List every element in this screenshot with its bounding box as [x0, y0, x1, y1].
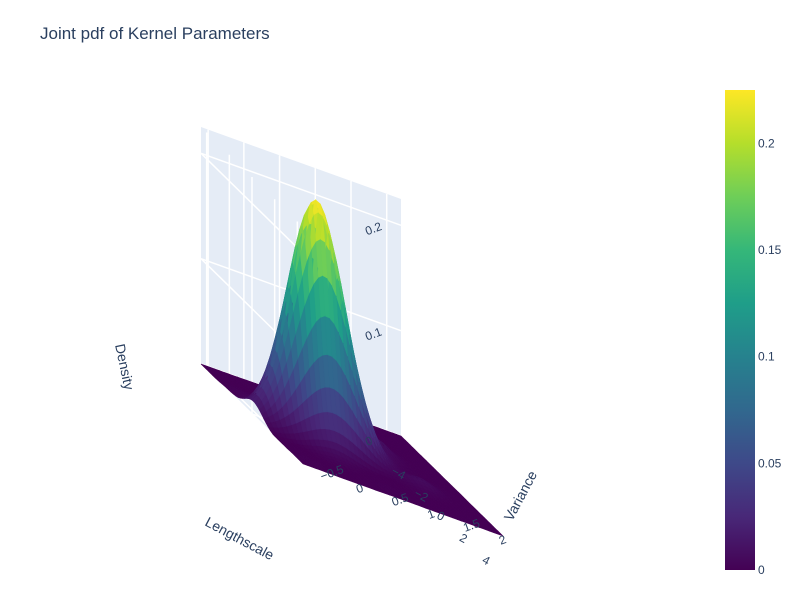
- colorbar-ticks: 0 0.05 0.1 0.15 0.2: [758, 136, 782, 577]
- surface-plot[interactable]: −4−2024−0.500.511.5200.10.2LengthscaleVa…: [0, 0, 700, 600]
- gridline: [200, 152, 304, 254]
- colorbar-tick-label: 0.2: [758, 136, 775, 150]
- colorbar-tick-label: 0: [758, 563, 765, 577]
- density-surface: [200, 199, 504, 537]
- chart-title: Joint pdf of Kernel Parameters: [40, 24, 270, 43]
- colorbar-tick-label: 0.15: [758, 243, 782, 257]
- colorbar-tick-label: 0.05: [758, 456, 782, 470]
- colorbar-tick-label: 0.1: [758, 350, 775, 364]
- colorbar-gradient: [725, 90, 755, 570]
- gridline: [200, 152, 402, 227]
